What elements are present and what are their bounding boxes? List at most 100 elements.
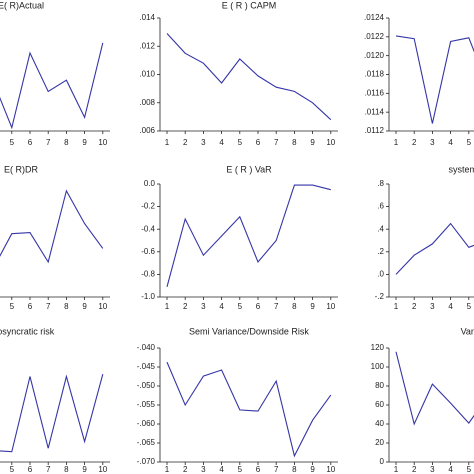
x-tick-label: 4 — [448, 465, 453, 474]
x-tick-label: 2 — [412, 302, 417, 311]
y-tick-label: -.065 — [137, 438, 156, 447]
y-tick-label: -.2 — [375, 292, 385, 301]
x-tick-label: 5 — [10, 465, 15, 474]
y-tick-label: -1.0 — [141, 292, 155, 301]
chart-title: Idiosyncratic risk — [0, 326, 55, 336]
x-tick-label: 7 — [274, 302, 279, 311]
x-tick-label: 8 — [64, 465, 69, 474]
y-tick-label: .014 — [139, 13, 155, 22]
x-tick-label: 10 — [98, 465, 107, 474]
y-tick-label: 120 — [371, 343, 385, 352]
y-tick-label: 60 — [375, 400, 384, 409]
x-tick-label: 7 — [274, 138, 279, 147]
x-tick-label: 3 — [430, 302, 435, 311]
y-tick-label: -.070 — [137, 457, 156, 466]
y-tick-label: .0114 — [365, 107, 385, 116]
x-tick-label: 6 — [256, 465, 261, 474]
x-tick-label: 5 — [10, 138, 15, 147]
x-tick-label: 3 — [201, 138, 206, 147]
chart-title: E ( R ) CAPM — [222, 0, 277, 10]
x-tick-label: 8 — [64, 302, 69, 311]
x-tick-label: 4 — [219, 138, 224, 147]
x-tick-label: 6 — [256, 302, 261, 311]
x-tick-label: 2 — [183, 302, 188, 311]
x-tick-label: 5 — [10, 302, 15, 311]
x-tick-label: 1 — [394, 138, 399, 147]
x-tick-label: 5 — [238, 138, 243, 147]
x-tick-label: 10 — [326, 465, 335, 474]
y-tick-label: .012 — [139, 41, 155, 50]
x-tick-label: 3 — [430, 465, 435, 474]
y-tick-label: 100 — [371, 362, 385, 371]
y-tick-label: -.060 — [137, 419, 156, 428]
x-tick-label: 1 — [165, 465, 170, 474]
y-tick-label: .0112 — [365, 126, 385, 135]
y-tick-label: 40 — [375, 419, 384, 428]
x-tick-label: 9 — [82, 465, 87, 474]
chart-title: Variance — [461, 326, 474, 336]
x-tick-label: 8 — [64, 138, 69, 147]
x-tick-label: 3 — [201, 465, 206, 474]
x-tick-label: 1 — [394, 302, 399, 311]
x-tick-label: 8 — [292, 302, 297, 311]
x-tick-label: 2 — [183, 465, 188, 474]
x-tick-label: 8 — [292, 138, 297, 147]
y-tick-label: .010 — [139, 70, 155, 79]
line-series — [395, 351, 474, 426]
x-tick-label: 5 — [467, 138, 472, 147]
y-tick-label: .0122 — [364, 32, 385, 41]
chart-title: systematic risk — [448, 164, 474, 174]
x-tick-label: 3 — [201, 302, 206, 311]
x-tick-label: 9 — [82, 302, 87, 311]
line-series — [395, 222, 474, 275]
x-tick-label: 9 — [310, 302, 315, 311]
x-tick-label: 5 — [238, 465, 243, 474]
x-tick-label: 6 — [28, 302, 33, 311]
y-tick-label: -.050 — [137, 381, 156, 390]
x-tick-label: 2 — [412, 138, 417, 147]
y-tick-label: 20 — [375, 438, 384, 447]
line-series — [166, 184, 331, 287]
x-tick-label: 1 — [394, 465, 399, 474]
y-tick-label: .0116 — [365, 88, 385, 97]
x-tick-label: 2 — [183, 138, 188, 147]
chart-title: E( R)DR — [4, 164, 38, 174]
y-tick-label: .8 — [377, 179, 384, 188]
y-tick-label: .0120 — [364, 51, 385, 60]
y-tick-label: .0118 — [365, 70, 385, 79]
x-tick-label: 10 — [98, 302, 107, 311]
x-tick-label: 9 — [310, 138, 315, 147]
x-tick-label: 7 — [274, 465, 279, 474]
y-tick-label: -0.2 — [141, 202, 155, 211]
y-tick-label: 0 — [380, 457, 385, 466]
y-tick-label: 80 — [375, 381, 384, 390]
x-tick-label: 4 — [219, 465, 224, 474]
line-series — [0, 42, 104, 130]
y-tick-label: .4 — [377, 224, 384, 233]
y-tick-label: -.045 — [137, 362, 156, 371]
chart-title: E( R)Actual — [0, 0, 44, 10]
y-tick-label: .006 — [139, 126, 155, 135]
x-tick-label: 5 — [467, 465, 472, 474]
x-tick-label: 7 — [46, 302, 51, 311]
x-tick-label: 5 — [467, 302, 472, 311]
x-tick-label: 7 — [46, 465, 51, 474]
x-tick-label: 10 — [326, 138, 335, 147]
chart-title: Semi Variance/Downside Risk — [189, 326, 309, 336]
y-tick-label: -0.8 — [141, 270, 155, 279]
x-tick-label: 4 — [219, 302, 224, 311]
x-tick-label: 6 — [256, 138, 261, 147]
x-tick-label: 3 — [430, 138, 435, 147]
y-tick-label: -0.6 — [141, 247, 155, 256]
x-tick-label: 6 — [28, 138, 33, 147]
chart-title: E ( R ) VaR — [226, 164, 272, 174]
line-series — [0, 374, 104, 453]
y-tick-label: -.040 — [137, 343, 156, 352]
x-tick-label: 1 — [165, 302, 170, 311]
x-tick-label: 4 — [448, 138, 453, 147]
x-tick-label: 2 — [412, 465, 417, 474]
line-series — [166, 361, 332, 458]
y-tick-label: .0 — [377, 270, 384, 279]
